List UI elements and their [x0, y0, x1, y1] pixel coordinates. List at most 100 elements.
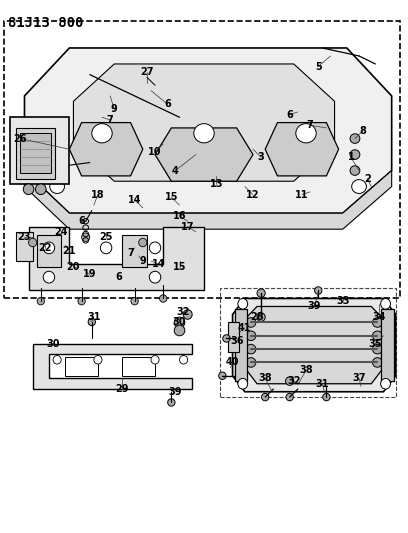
- Text: 37: 37: [352, 374, 366, 383]
- Text: 7: 7: [107, 115, 113, 125]
- Text: 11: 11: [295, 190, 309, 199]
- Text: 14: 14: [152, 259, 166, 269]
- Polygon shape: [233, 298, 396, 392]
- Text: 30: 30: [173, 318, 186, 327]
- Ellipse shape: [223, 335, 230, 342]
- Text: 81J13 800: 81J13 800: [8, 16, 84, 30]
- Ellipse shape: [286, 393, 293, 401]
- Polygon shape: [69, 123, 143, 176]
- Ellipse shape: [350, 166, 360, 175]
- Ellipse shape: [257, 313, 265, 321]
- Text: 15: 15: [164, 192, 178, 202]
- Ellipse shape: [246, 358, 256, 367]
- Ellipse shape: [246, 331, 256, 341]
- Ellipse shape: [373, 331, 382, 341]
- Ellipse shape: [131, 297, 138, 305]
- Polygon shape: [247, 306, 381, 384]
- Bar: [4, 21, 400, 298]
- Text: 40: 40: [226, 358, 239, 367]
- Bar: [37, 235, 61, 266]
- Ellipse shape: [174, 325, 185, 336]
- Ellipse shape: [23, 184, 34, 195]
- Text: 19: 19: [83, 270, 97, 279]
- Ellipse shape: [149, 271, 161, 283]
- Ellipse shape: [151, 356, 159, 364]
- Text: 32: 32: [287, 376, 301, 386]
- Ellipse shape: [53, 356, 61, 364]
- Text: 13: 13: [209, 179, 223, 189]
- Ellipse shape: [100, 242, 112, 254]
- Text: 38: 38: [258, 374, 272, 383]
- Ellipse shape: [219, 372, 226, 379]
- Ellipse shape: [92, 124, 112, 143]
- Polygon shape: [24, 171, 392, 229]
- Text: 7: 7: [127, 248, 134, 258]
- Text: 17: 17: [181, 222, 195, 231]
- Text: 2: 2: [364, 174, 370, 183]
- Ellipse shape: [286, 377, 294, 385]
- Text: 5: 5: [315, 62, 322, 71]
- Text: 6: 6: [164, 99, 171, 109]
- Bar: [122, 357, 155, 376]
- Ellipse shape: [381, 378, 390, 389]
- Ellipse shape: [180, 356, 188, 364]
- Ellipse shape: [149, 242, 161, 254]
- Bar: [228, 322, 239, 352]
- Bar: [381, 309, 394, 381]
- Text: 32: 32: [177, 307, 191, 317]
- Text: 22: 22: [38, 243, 52, 253]
- Text: 16: 16: [173, 211, 186, 221]
- Text: 31: 31: [87, 312, 101, 322]
- Text: 9: 9: [111, 104, 118, 114]
- Ellipse shape: [373, 318, 382, 327]
- Ellipse shape: [168, 399, 175, 406]
- Text: 34: 34: [373, 312, 386, 322]
- Ellipse shape: [139, 238, 147, 247]
- Ellipse shape: [257, 289, 265, 297]
- Text: 24: 24: [54, 227, 68, 237]
- Text: 9: 9: [140, 256, 146, 266]
- Text: 3: 3: [258, 152, 264, 162]
- Bar: [122, 235, 147, 266]
- Ellipse shape: [373, 344, 382, 354]
- Ellipse shape: [43, 242, 55, 254]
- Text: 23: 23: [18, 232, 31, 242]
- Ellipse shape: [78, 297, 85, 305]
- Ellipse shape: [29, 238, 37, 247]
- Bar: [235, 309, 247, 381]
- Bar: [16, 232, 33, 261]
- Bar: [65, 357, 98, 376]
- Ellipse shape: [373, 358, 382, 367]
- Text: 20: 20: [67, 262, 80, 271]
- Bar: [10, 117, 69, 184]
- Ellipse shape: [194, 124, 214, 143]
- Bar: [20, 133, 51, 173]
- Text: 10: 10: [148, 147, 162, 157]
- Polygon shape: [33, 344, 192, 389]
- Text: 33: 33: [336, 296, 350, 306]
- Polygon shape: [29, 227, 204, 290]
- Ellipse shape: [262, 393, 269, 401]
- Text: 15: 15: [173, 262, 186, 271]
- Ellipse shape: [82, 233, 90, 241]
- Ellipse shape: [35, 184, 46, 195]
- Text: 39: 39: [169, 387, 182, 397]
- Ellipse shape: [183, 310, 192, 319]
- Text: 18: 18: [91, 190, 105, 199]
- Ellipse shape: [50, 180, 64, 193]
- Text: 1: 1: [348, 152, 354, 162]
- Text: 39: 39: [307, 302, 321, 311]
- Text: 8: 8: [360, 126, 366, 135]
- Ellipse shape: [350, 134, 360, 143]
- Ellipse shape: [94, 356, 102, 364]
- Text: 30: 30: [46, 339, 60, 349]
- Text: 26: 26: [13, 134, 27, 143]
- Polygon shape: [155, 128, 253, 181]
- Text: 36: 36: [230, 336, 244, 346]
- Ellipse shape: [37, 297, 44, 305]
- Text: 27: 27: [140, 67, 154, 77]
- Text: 12: 12: [246, 190, 260, 199]
- Ellipse shape: [174, 317, 185, 328]
- Bar: [220, 288, 396, 397]
- Ellipse shape: [352, 180, 366, 193]
